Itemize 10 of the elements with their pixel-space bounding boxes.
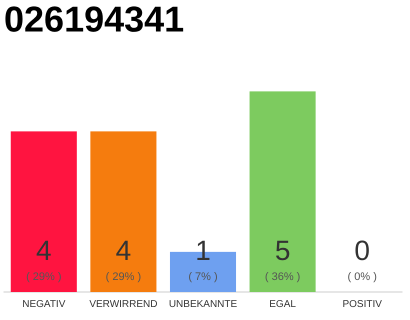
chart-title: 026194341 (4, 0, 184, 40)
x-tick-label: NEGATIV (22, 298, 66, 310)
data-label: 5 ( 36% ) (264, 235, 300, 283)
x-tick-label: EGAL (269, 298, 296, 310)
data-label: 4 ( 29% ) (106, 235, 142, 283)
x-tick-label: POSITIV (342, 298, 382, 310)
x-tick-label: UNBEKANNTE (168, 298, 238, 310)
x-tick-label: VERWIRREND (89, 298, 158, 310)
data-label: 0 ( 0% ) (348, 235, 377, 283)
data-label: 4 ( 29% ) (26, 235, 62, 283)
